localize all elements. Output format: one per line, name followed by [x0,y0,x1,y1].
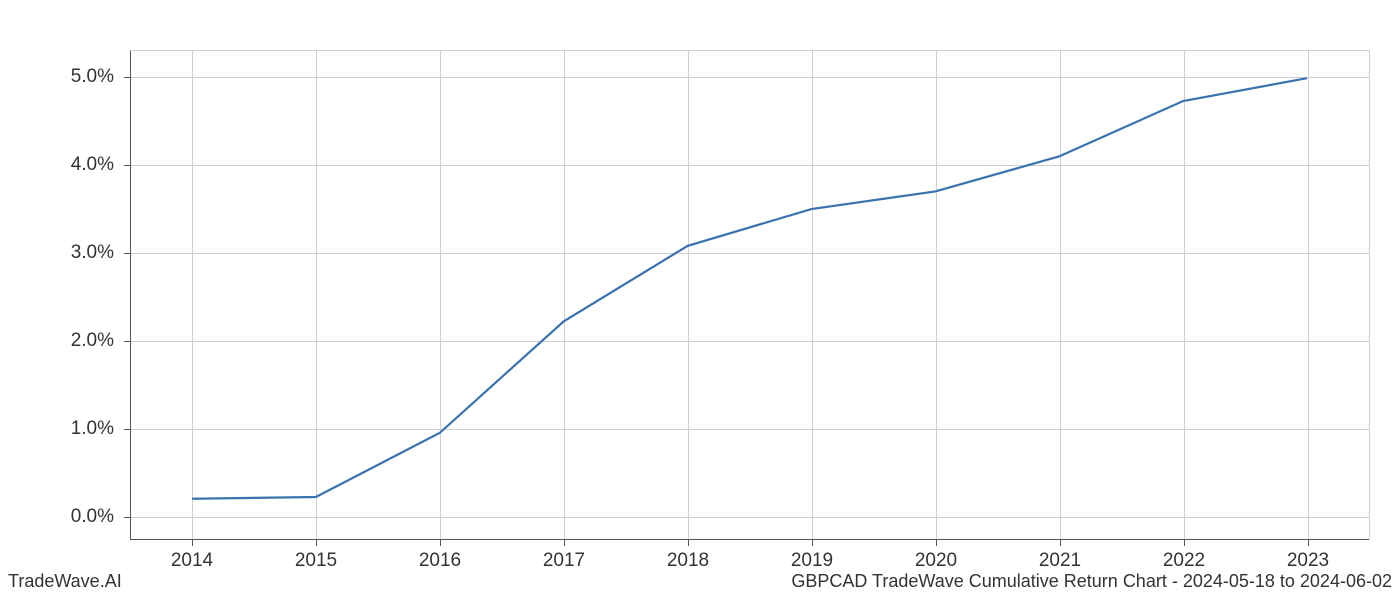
x-tick [192,540,193,546]
x-tick-label: 2022 [1163,550,1205,572]
y-tick [124,165,130,166]
x-tick-label: 2019 [791,550,833,572]
y-tick [124,517,130,518]
y-tick-label: 3.0% [71,242,114,264]
x-tick [316,540,317,546]
x-tick-label: 2017 [543,550,585,572]
y-tick-label: 2.0% [71,330,114,352]
plot-area: 2014201520162017201820192020202120222023… [130,50,1370,540]
x-tick-label: 2021 [1039,550,1081,572]
y-tick-label: 5.0% [71,66,114,88]
x-tick [1308,540,1309,546]
y-tick [124,77,130,78]
x-tick [688,540,689,546]
line-series [130,51,1369,540]
x-tick [564,540,565,546]
y-tick [124,341,130,342]
x-tick-label: 2016 [419,550,461,572]
y-tick-label: 0.0% [71,506,114,528]
y-tick [124,429,130,430]
x-tick [1060,540,1061,546]
y-tick [124,253,130,254]
y-axis-line [130,51,131,540]
chart-container: 2014201520162017201820192020202120222023… [130,50,1370,540]
x-tick-label: 2023 [1287,550,1329,572]
footer-brand: TradeWave.AI [8,571,122,592]
x-tick-label: 2015 [295,550,337,572]
x-tick [1184,540,1185,546]
footer-caption: GBPCAD TradeWave Cumulative Return Chart… [791,571,1392,592]
x-tick [440,540,441,546]
x-tick-label: 2020 [915,550,957,572]
x-tick [936,540,937,546]
y-tick-label: 4.0% [71,154,114,176]
y-tick-label: 1.0% [71,418,114,440]
x-tick [812,540,813,546]
x-tick-label: 2014 [171,550,213,572]
x-tick-label: 2018 [667,550,709,572]
